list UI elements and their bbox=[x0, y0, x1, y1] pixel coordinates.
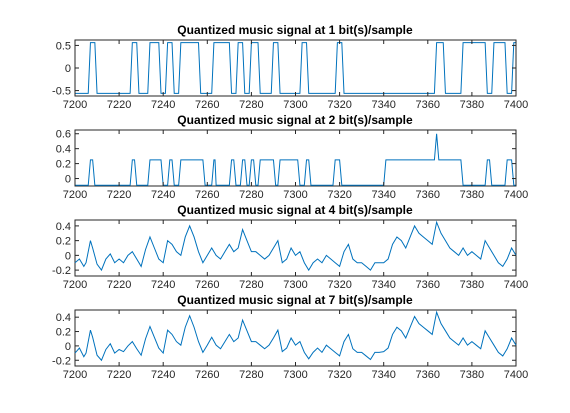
y-tick-label: 0.2 bbox=[56, 236, 71, 248]
x-tick-label: 7340 bbox=[371, 369, 395, 381]
x-tick-label: 7260 bbox=[195, 279, 219, 291]
x-tick-label: 7220 bbox=[107, 279, 131, 291]
subplot-4bit: Quantized music signal at 4 bit(s)/sampl… bbox=[52, 203, 528, 291]
y-tick-label: 0.4 bbox=[56, 312, 71, 324]
subplot-2bit: Quantized music signal at 2 bit(s)/sampl… bbox=[56, 113, 529, 201]
y-tick-label: -0.2 bbox=[52, 265, 71, 277]
signal-line bbox=[74, 310, 517, 362]
y-tick-label: 0.5 bbox=[56, 40, 71, 52]
x-tick-label: 7400 bbox=[504, 369, 528, 381]
x-tick-label: 7320 bbox=[327, 189, 351, 201]
x-tick-label: 7240 bbox=[151, 279, 175, 291]
x-tick-label: 7240 bbox=[151, 369, 175, 381]
x-tick-label: 7340 bbox=[371, 99, 395, 111]
x-tick-label: 7300 bbox=[283, 279, 307, 291]
x-tick-label: 7320 bbox=[327, 279, 351, 291]
x-tick-label: 7340 bbox=[371, 189, 395, 201]
x-tick-label: 7200 bbox=[63, 369, 87, 381]
y-tick-label: 0 bbox=[65, 341, 71, 353]
x-tick-label: 7280 bbox=[239, 279, 263, 291]
signal-line bbox=[74, 220, 517, 272]
chart-title: Quantized music signal at 1 bit(s)/sampl… bbox=[177, 23, 413, 37]
signal-line bbox=[75, 133, 516, 186]
x-tick-label: 7400 bbox=[504, 279, 528, 291]
x-tick-label: 7320 bbox=[327, 369, 351, 381]
x-tick-label: 7260 bbox=[195, 369, 219, 381]
x-tick-label: 7380 bbox=[460, 189, 484, 201]
x-tick-label: 7200 bbox=[63, 189, 87, 201]
x-tick-label: 7280 bbox=[239, 189, 263, 201]
x-tick-label: 7300 bbox=[283, 189, 307, 201]
chart-title: Quantized music signal at 2 bit(s)/sampl… bbox=[177, 113, 413, 127]
x-tick-label: 7360 bbox=[416, 189, 440, 201]
y-tick-label: 0 bbox=[65, 63, 71, 75]
x-tick-label: 7380 bbox=[460, 369, 484, 381]
y-tick-label: -0.5 bbox=[52, 86, 71, 98]
x-tick-label: 7200 bbox=[63, 279, 87, 291]
x-tick-label: 7300 bbox=[283, 99, 307, 111]
x-tick-label: 7320 bbox=[327, 99, 351, 111]
y-tick-label: 0.4 bbox=[56, 144, 71, 156]
x-tick-label: 7360 bbox=[416, 99, 440, 111]
y-tick-label: 0 bbox=[65, 250, 71, 262]
subplot-7bit: Quantized music signal at 7 bit(s)/sampl… bbox=[52, 293, 528, 381]
x-tick-label: 7280 bbox=[239, 369, 263, 381]
x-tick-label: 7280 bbox=[239, 99, 263, 111]
y-tick-label: 0.6 bbox=[56, 129, 71, 141]
chart-title: Quantized music signal at 4 bit(s)/sampl… bbox=[177, 203, 413, 217]
chart-title: Quantized music signal at 7 bit(s)/sampl… bbox=[177, 293, 413, 307]
x-tick-label: 7360 bbox=[416, 369, 440, 381]
x-tick-label: 7400 bbox=[504, 189, 528, 201]
y-tick-label: 0.2 bbox=[56, 159, 71, 171]
x-tick-label: 7300 bbox=[283, 369, 307, 381]
x-tick-label: 7380 bbox=[460, 279, 484, 291]
x-tick-label: 7220 bbox=[107, 99, 131, 111]
x-tick-label: 7360 bbox=[416, 279, 440, 291]
x-tick-label: 7240 bbox=[151, 189, 175, 201]
x-tick-label: 7260 bbox=[195, 189, 219, 201]
x-tick-label: 7400 bbox=[504, 99, 528, 111]
x-tick-label: 7380 bbox=[460, 99, 484, 111]
y-tick-label: 0 bbox=[65, 174, 71, 186]
y-tick-label: 0.4 bbox=[56, 221, 71, 233]
signal-line bbox=[75, 42, 516, 94]
x-tick-label: 7240 bbox=[151, 99, 175, 111]
subplot-1bit: Quantized music signal at 1 bit(s)/sampl… bbox=[52, 23, 528, 111]
x-tick-label: 7220 bbox=[107, 369, 131, 381]
y-tick-label: 0.2 bbox=[56, 327, 71, 339]
y-tick-label: -0.2 bbox=[52, 355, 71, 367]
x-tick-label: 7260 bbox=[195, 99, 219, 111]
x-tick-label: 7340 bbox=[371, 279, 395, 291]
x-tick-label: 7220 bbox=[107, 189, 131, 201]
x-tick-label: 7200 bbox=[63, 99, 87, 111]
